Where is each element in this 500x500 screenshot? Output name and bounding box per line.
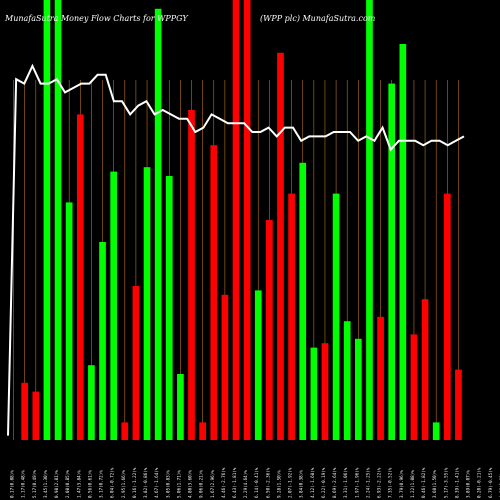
x-tick-label: 1.22(1.08)% xyxy=(410,470,415,498)
x-tick-label: 0.46(-1.82)% xyxy=(421,467,426,498)
x-tick-label: 1.67(2.96)% xyxy=(210,470,215,498)
bar-up xyxy=(355,338,362,440)
bar-up xyxy=(65,202,73,440)
x-tick-label: 6.43(-1.81)% xyxy=(232,467,237,498)
x-tick-label: 4.80(3.60)% xyxy=(188,470,193,498)
money-flow-line xyxy=(7,63,465,436)
bar-down xyxy=(199,422,206,440)
x-tick-label: 3.79(0.96)% xyxy=(399,470,404,498)
x-tick-label: 6.22(-0.19)% xyxy=(321,467,326,498)
bar-down xyxy=(221,294,229,440)
x-tick-label: 5.17(-3.55)% xyxy=(443,467,448,498)
bar-up xyxy=(432,422,440,440)
x-tick-label: 0.98(2.81)% xyxy=(54,470,59,498)
bar-up xyxy=(99,242,106,440)
x-tick-label: 2.08(0.85)% xyxy=(65,470,70,498)
bar-up xyxy=(254,290,262,440)
x-tick-label: 3.89(0.07)% xyxy=(466,470,471,498)
bar-up xyxy=(177,374,184,440)
bar-down xyxy=(210,145,218,440)
bar-up xyxy=(154,8,162,441)
bar-up xyxy=(332,193,340,440)
bar-up xyxy=(399,44,407,440)
x-tick-label: 1.17(0.48)% xyxy=(21,470,26,498)
x-tick-label: 3.05(0.83)% xyxy=(165,470,170,498)
x-tick-label: 6.50(-2.36)% xyxy=(265,467,270,498)
x-tick-label: 3.31(-1.06)% xyxy=(343,467,348,498)
x-tick-label: 3.17(0.72)% xyxy=(99,470,104,498)
bar-down xyxy=(188,110,195,440)
x-tick-label: 8.69(-2.64)% xyxy=(332,467,337,498)
x-tick-label: 6.93(-2.22)% xyxy=(377,467,382,498)
x-tick-label: 2.24(-1.25)% xyxy=(365,467,370,498)
x-tick-label: 0.20(-0.21)% xyxy=(477,467,482,498)
bar-up xyxy=(366,0,373,440)
x-tick-label: 6.04(-0.72)% xyxy=(110,467,115,498)
x-tick-label: 2.95(1.66)% xyxy=(121,470,126,498)
bar-up xyxy=(110,171,117,440)
bar-up xyxy=(143,167,151,440)
x-tick-label: 4.12(-1.68)% xyxy=(310,467,315,498)
bar-down xyxy=(266,220,273,440)
bar-down xyxy=(377,316,384,440)
bar-down xyxy=(410,334,418,440)
bar-up xyxy=(388,83,396,440)
x-tick-label: 6.14(-0.41)% xyxy=(254,467,259,498)
bar-series xyxy=(21,0,462,441)
x-tick-label: 9.06(0.21)% xyxy=(199,470,204,498)
x-tick-label: 3.84(0.38)% xyxy=(299,470,304,498)
bar-up xyxy=(54,0,62,440)
chart-title: MunafaSutra Money Flow Charts for WPPGY xyxy=(4,14,188,23)
x-tick-label: 7.35(-0.52)% xyxy=(388,467,393,498)
x-tick-label: 3.60(1.50)% xyxy=(432,470,437,498)
bar-down xyxy=(277,52,284,441)
bar-down xyxy=(132,286,140,440)
x-tick-label: 8.39(-1.41)% xyxy=(454,467,459,498)
bar-down xyxy=(232,0,240,440)
bar-up xyxy=(343,321,351,440)
x-tick-label: 2.29(4.64)% xyxy=(243,470,248,498)
bar-down xyxy=(443,193,451,440)
chart-subtitle: (WPP plc) MunafaSutra.com xyxy=(260,14,376,23)
x-tick-label: 2.07(-1.92)% xyxy=(288,467,293,498)
x-axis-tick-labels: 0.17(0.08)% 1.17(0.48)% 5.17(0.49)% 3.45(1.… xyxy=(10,467,500,498)
x-tick-label: 1.47(3.84)% xyxy=(76,470,81,498)
bar-down xyxy=(455,369,462,440)
x-tick-label: 3.82(-0.86)% xyxy=(143,467,148,498)
bar-up xyxy=(310,347,318,440)
bar-down xyxy=(121,422,129,440)
x-tick-label: 0.56(0.61)% xyxy=(87,470,92,498)
bar-up xyxy=(165,176,173,440)
x-tick-label: 0.17(0.08)% xyxy=(10,470,15,498)
x-tick-label: 5.06(1.71)% xyxy=(176,470,181,498)
bar-down xyxy=(21,382,29,440)
bar-down xyxy=(243,0,251,440)
x-tick-label: 9.28(1.50)% xyxy=(276,470,281,498)
bar-down xyxy=(421,299,429,440)
bar-up xyxy=(88,365,95,440)
bar-down xyxy=(288,193,295,440)
x-tick-label: 4.46(-2.76)% xyxy=(221,467,226,498)
x-tick-label: 1.97(-1.96)% xyxy=(354,467,359,498)
x-tick-label: 5.17(0.49)% xyxy=(32,470,37,498)
x-tick-label: 0.16(-1.22)% xyxy=(132,467,137,498)
x-tick-label: 4.86(1.08)% xyxy=(499,470,500,498)
bar-up xyxy=(299,162,307,441)
bar-down xyxy=(76,114,84,441)
x-tick-label: 4.67(-1.64)% xyxy=(154,467,159,498)
bar-down xyxy=(321,343,329,440)
bar-down xyxy=(32,391,40,440)
x-tick-label: 3.45(1.30)% xyxy=(43,470,48,498)
bar-up xyxy=(43,0,51,440)
money-flow-line-group xyxy=(7,63,465,436)
x-tick-label: 6.79(-0.45)% xyxy=(488,467,493,498)
